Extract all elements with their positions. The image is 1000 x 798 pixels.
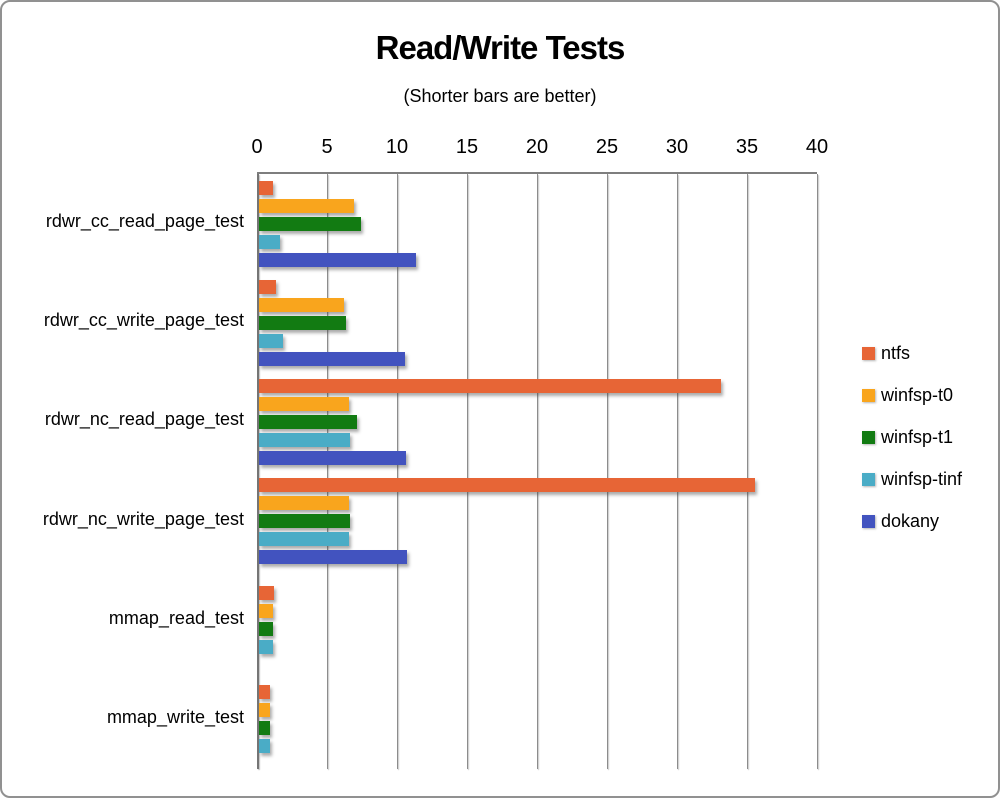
bar-winfsp-t0 bbox=[259, 396, 349, 411]
bar-winfsp-t1 bbox=[259, 622, 273, 637]
bar-group bbox=[259, 472, 817, 571]
bar-winfsp-t0 bbox=[259, 297, 345, 312]
legend-label: ntfs bbox=[881, 342, 911, 363]
chart-subtitle: (Shorter bars are better) bbox=[403, 86, 597, 106]
bar-ntfs bbox=[259, 478, 755, 493]
bar-winfsp-t1 bbox=[259, 414, 357, 429]
x-tick-label: 30 bbox=[665, 136, 689, 158]
category-label: rdwr_cc_read_page_test bbox=[45, 211, 244, 232]
bar-group bbox=[259, 174, 817, 273]
bar-winfsp-t1 bbox=[259, 216, 362, 231]
x-tick-label: 10 bbox=[385, 136, 409, 158]
grid-line bbox=[817, 174, 818, 769]
x-tick-label: 15 bbox=[455, 136, 479, 158]
bar-winfsp-t0 bbox=[259, 198, 355, 213]
plot-area bbox=[257, 172, 818, 769]
x-tick-label: 40 bbox=[805, 136, 829, 158]
bar-winfsp-tinf bbox=[259, 532, 349, 547]
category-label: mmap_write_test bbox=[106, 706, 244, 727]
x-tick-label: 20 bbox=[525, 136, 549, 158]
bar-winfsp-tinf bbox=[259, 739, 271, 754]
bar-ntfs bbox=[259, 180, 273, 195]
bar-winfsp-t1 bbox=[259, 315, 346, 330]
legend-label: dokany bbox=[881, 510, 940, 531]
bar-winfsp-tinf bbox=[259, 333, 283, 348]
legend-item: dokany bbox=[862, 511, 962, 531]
bar-ntfs bbox=[259, 685, 271, 700]
bar-winfsp-tinf bbox=[259, 234, 280, 249]
category-label: rdwr_nc_read_page_test bbox=[44, 409, 244, 430]
category-label: rdwr_nc_write_page_test bbox=[42, 508, 244, 529]
bar-ntfs bbox=[259, 378, 721, 393]
bar-dokany bbox=[259, 351, 405, 366]
legend: ntfs winfsp-t0 winfsp-t1 winfsp-tinf dokany bbox=[862, 343, 962, 553]
bar-dokany bbox=[259, 550, 408, 565]
legend-label: winfsp-t0 bbox=[881, 384, 954, 405]
x-tick-label: 5 bbox=[321, 136, 333, 158]
legend-swatch bbox=[862, 346, 875, 360]
grid-line bbox=[747, 174, 748, 769]
bar-group bbox=[259, 571, 817, 670]
legend-item: ntfs bbox=[862, 343, 962, 363]
bar-winfsp-t0 bbox=[259, 703, 271, 718]
bar-winfsp-t1 bbox=[259, 514, 350, 529]
legend-swatch bbox=[862, 472, 875, 486]
grid-line bbox=[467, 174, 468, 769]
legend-item: winfsp-t1 bbox=[862, 427, 962, 447]
bar-ntfs bbox=[259, 279, 276, 294]
grid-line bbox=[677, 174, 678, 769]
grid-line bbox=[607, 174, 608, 769]
grid-line bbox=[397, 174, 398, 769]
legend-label: winfsp-t1 bbox=[881, 426, 954, 447]
bar-ntfs bbox=[259, 586, 275, 601]
bar-dokany bbox=[259, 450, 406, 465]
bar-winfsp-t0 bbox=[259, 496, 349, 511]
legend-item: winfsp-t0 bbox=[862, 385, 962, 405]
x-tick-label: 0 bbox=[251, 136, 263, 158]
chart-title: Read/Write Tests bbox=[375, 29, 626, 66]
category-label: rdwr_cc_write_page_test bbox=[43, 310, 244, 331]
bar-group bbox=[259, 670, 817, 769]
legend-swatch bbox=[862, 514, 875, 528]
bar-winfsp-tinf bbox=[259, 432, 350, 447]
bar-winfsp-t1 bbox=[259, 721, 271, 736]
legend-swatch bbox=[862, 388, 875, 402]
legend-label: winfsp-tinf bbox=[881, 468, 963, 489]
value-axis-line bbox=[257, 174, 259, 769]
x-tick-label: 25 bbox=[595, 136, 619, 158]
bar-winfsp-tinf bbox=[259, 640, 273, 655]
x-tick-label: 35 bbox=[735, 136, 759, 158]
grid-line bbox=[327, 174, 328, 769]
x-axis: 0 5 10 15 20 25 30 35 40 bbox=[2, 136, 998, 162]
bar-winfsp-t0 bbox=[259, 604, 273, 619]
bar-group bbox=[259, 273, 817, 372]
legend-item: winfsp-tinf bbox=[862, 469, 962, 489]
bar-group bbox=[259, 372, 817, 471]
grid-line bbox=[537, 174, 538, 769]
legend-swatch bbox=[862, 430, 875, 444]
bar-dokany bbox=[259, 252, 416, 267]
category-label: mmap_read_test bbox=[108, 607, 244, 628]
